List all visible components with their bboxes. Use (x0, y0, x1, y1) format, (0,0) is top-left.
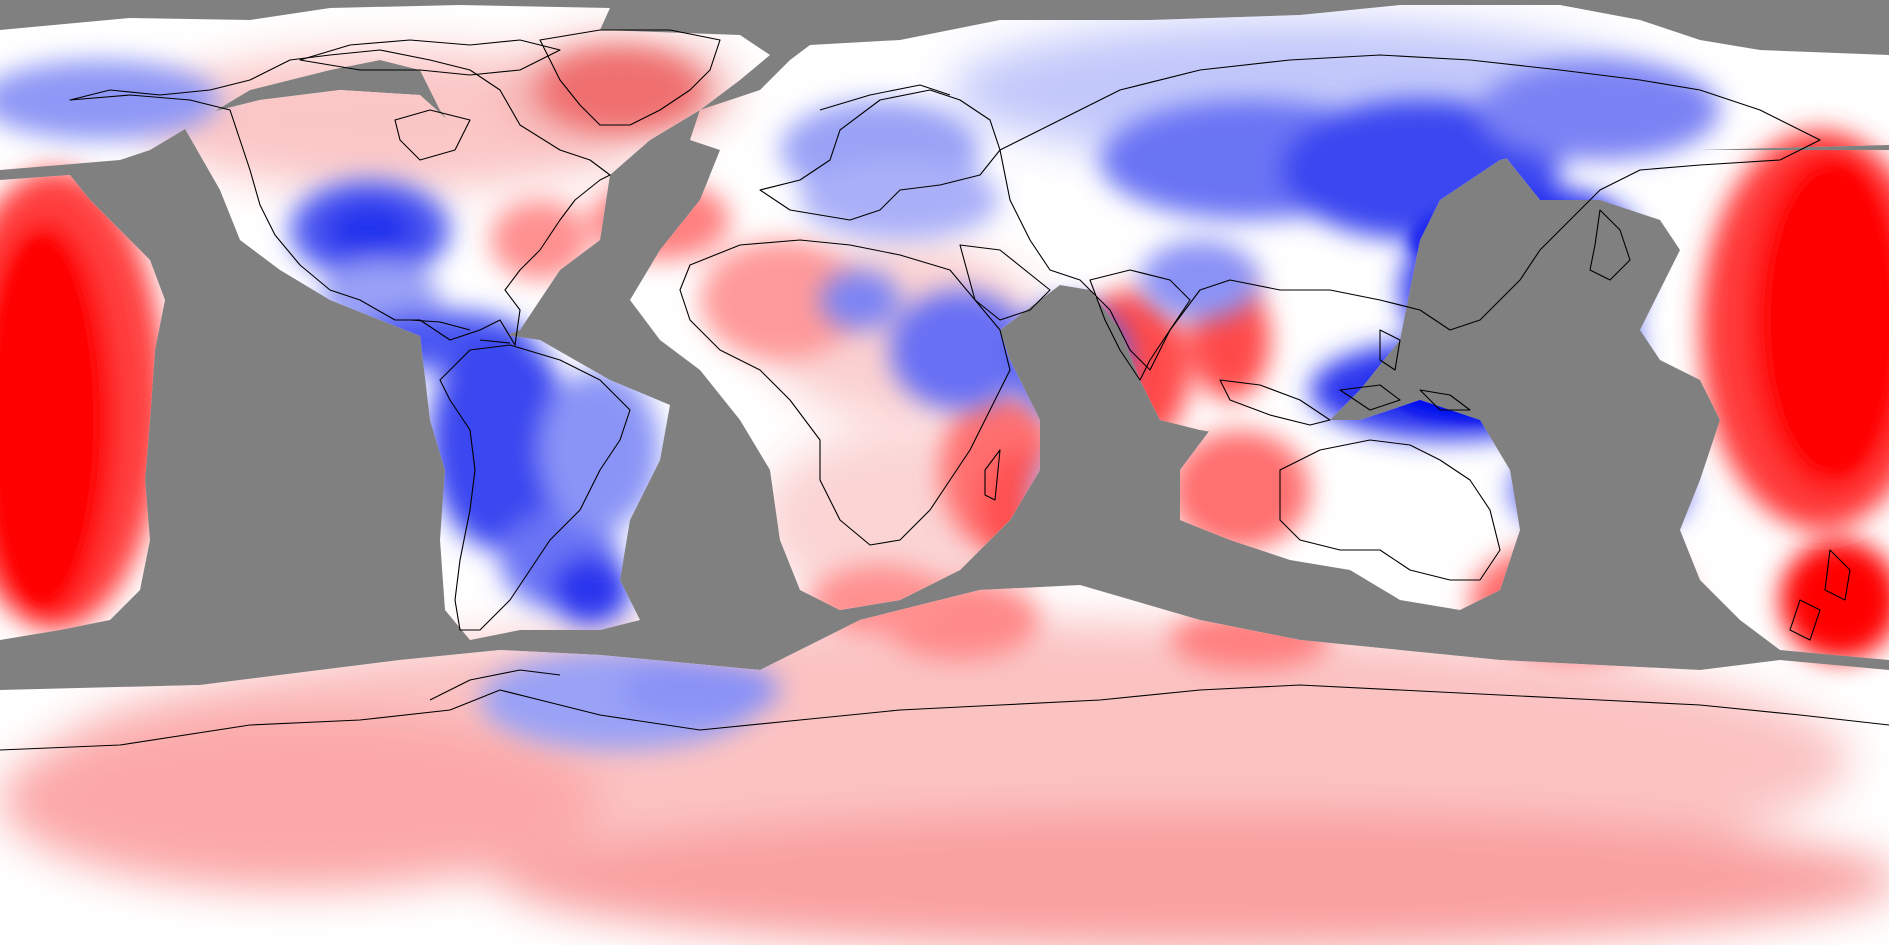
coastlines (0, 29, 1889, 751)
